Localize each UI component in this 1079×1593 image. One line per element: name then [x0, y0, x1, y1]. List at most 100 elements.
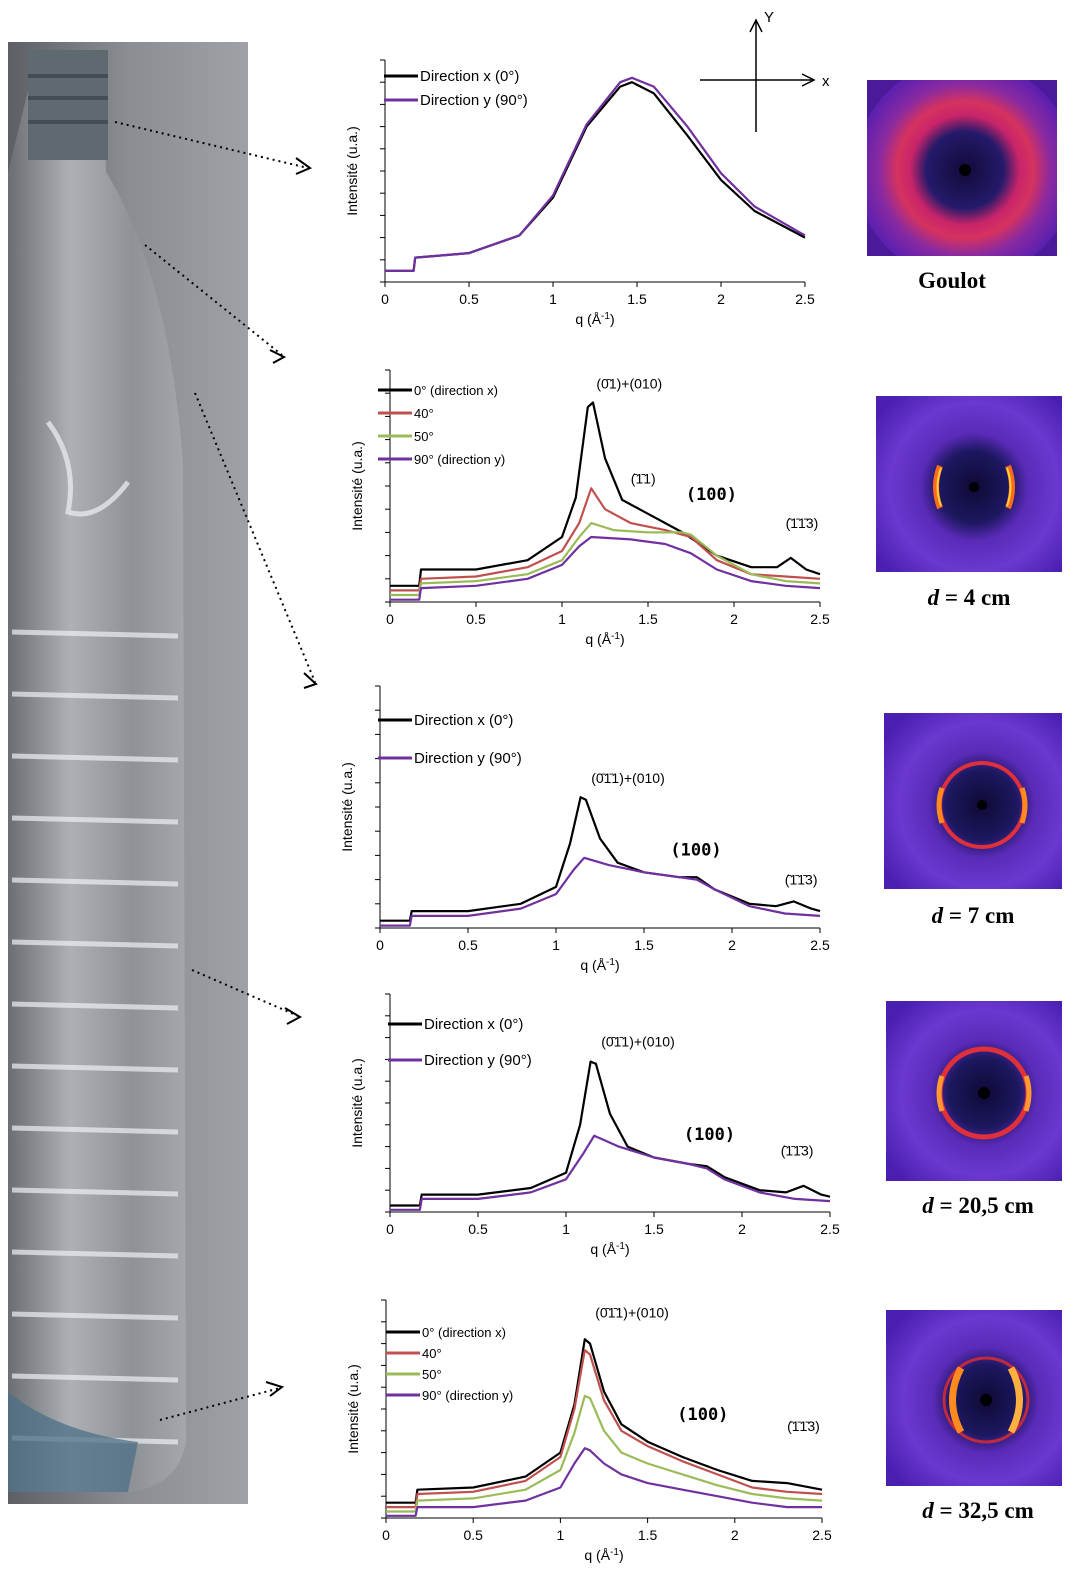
series-line-1 — [386, 1349, 823, 1509]
legend-label: Direction x (0°) — [414, 712, 513, 729]
bottle-rib — [11, 877, 179, 887]
x-axis-label: q (Å-1) — [584, 1547, 623, 1563]
series-line-3 — [390, 535, 821, 601]
x-tick-label: 1 — [558, 611, 566, 627]
y-axis-label: Intensité (u.a.) — [345, 1364, 361, 1454]
legend-label: 90° (direction y) — [422, 1388, 513, 1403]
peak-annotation: (100) — [677, 1405, 728, 1425]
x-tick-label: 0 — [382, 1527, 390, 1543]
legend-label: 90° (direction y) — [414, 452, 505, 467]
x-tick-label: 1.5 — [627, 291, 647, 307]
diffraction-pattern-d-7cm — [884, 713, 1062, 889]
chart-d-7cm: 0 0.5 1 1.5 2 2.5 q (Å-1) Intensité (u.a.) Direc… — [330, 680, 830, 990]
x-tick-label: 2 — [738, 1221, 746, 1237]
x-axis-label: q (Å-1) — [585, 631, 624, 647]
x-tick-label: 1.5 — [644, 1221, 664, 1237]
x-tick-label: 2.5 — [810, 611, 830, 627]
x-tick-label: 1.5 — [638, 611, 658, 627]
bottle-rib — [11, 939, 179, 949]
x-tick-label: 0.5 — [459, 291, 479, 307]
caption-goulot: Goulot — [918, 268, 986, 293]
peak-annotation: (100) — [684, 1125, 735, 1145]
x-tick-label: 1.5 — [634, 937, 654, 953]
bottle-rib — [11, 1063, 179, 1073]
series-line-0 — [390, 1060, 831, 1207]
x-tick-label: 1 — [549, 291, 557, 307]
legend-label: 50° — [422, 1367, 442, 1382]
legend-label: 40° — [422, 1346, 442, 1361]
x-tick-label: 0.5 — [463, 1527, 483, 1543]
peak-annotation: (̄1̄1̄3) — [786, 515, 819, 531]
chart-d-32-5cm: 0 0.5 1 1.5 2 2.5 q (Å-1) Intensité (u.a.) 0° (d… — [338, 1290, 832, 1590]
legend-label: 0° (direction x) — [414, 383, 498, 398]
peak-annotation: (̄1̄1) — [631, 471, 656, 487]
axis-x-label: x — [822, 73, 830, 90]
chart-svg: 0 0.5 1 1.5 2 2.5 q (Å-1) Intensité (u.a.) 0° (d… — [349, 369, 830, 647]
bottle-rib — [11, 691, 179, 701]
x-tick-label: 2.5 — [810, 937, 830, 953]
peak-annotation: (0̄1̄1)+(010) — [595, 1304, 669, 1320]
x-axis-label: q (Å-1) — [590, 1241, 629, 1257]
legend-label: Direction y (90°) — [420, 92, 528, 109]
series-line-1 — [390, 1134, 831, 1211]
diffraction-pattern-d-4cm — [876, 396, 1062, 572]
chart-svg: 0 0.5 1 1.5 2 2.5 q (Å-1) Intensité (u.a.) Direc… — [349, 993, 840, 1257]
x-tick-label: 2.5 — [812, 1527, 832, 1543]
bottle-rib — [11, 629, 179, 639]
peak-annotation: (̄1̄1̄3) — [781, 1142, 814, 1158]
legend-label: Direction x (0°) — [420, 68, 519, 85]
x-axis-label: q (Å-1) — [580, 957, 619, 973]
x-tick-label: 2 — [730, 611, 738, 627]
chart-svg: 0 0.5 1 1.5 2 2.5 q (Å-1) Intensité (u.a.) 0° (d… — [345, 1299, 832, 1563]
chart-d-4cm: 0 0.5 1 1.5 2 2.5 q (Å-1) Intensité (u.a.) 0° (d… — [340, 369, 830, 660]
x-tick-label: 0 — [376, 937, 384, 953]
y-axis-label: Intensité (u.a.) — [339, 762, 355, 852]
x-tick-label: 1 — [557, 1527, 565, 1543]
bottle-rib — [11, 1373, 179, 1383]
legend-label: Direction y (90°) — [414, 750, 522, 767]
caption-d-20-5cm: d = 20,5 cm — [922, 1193, 1034, 1218]
x-tick-label: 0.5 — [466, 611, 486, 627]
x-tick-label: 0.5 — [458, 937, 478, 953]
x-tick-label: 0 — [386, 1221, 394, 1237]
bottle-rib — [11, 1187, 179, 1197]
caption-d-7cm: d = 7 cm — [931, 903, 1015, 928]
series-line-1 — [390, 487, 821, 592]
x-tick-label: 2 — [728, 937, 736, 953]
axis-y-label: Y — [764, 10, 774, 26]
peak-annotation: (100) — [670, 840, 721, 860]
bottle-rib — [11, 1249, 179, 1259]
x-axis-label: q (Å-1) — [575, 311, 614, 327]
y-axis-label: Intensité (u.a.) — [344, 126, 360, 216]
legend-label: 40° — [414, 406, 434, 421]
bottle-cap-neck — [28, 50, 108, 160]
chart-svg: 0 0.5 1 1.5 2 2.5 q (Å-1) Intensité (u.a.) Direc… — [339, 685, 830, 973]
peak-annotation: (̄1̄1̄3) — [787, 1418, 820, 1434]
series-line-0 — [386, 1338, 823, 1504]
series-line-0 — [385, 81, 806, 272]
peak-annotation: (0̄1̄1)+(010) — [591, 770, 665, 786]
bottle-rib — [11, 1311, 179, 1321]
series-line-1 — [385, 76, 806, 272]
series-line-2 — [386, 1394, 823, 1513]
x-tick-label: 0.5 — [468, 1221, 488, 1237]
bottle-photo — [8, 42, 248, 1504]
diffraction-pattern-d-32-5cm — [886, 1310, 1062, 1486]
peak-annotation: (0̄1̄1)+(010) — [601, 1033, 675, 1049]
series-line-0 — [390, 401, 821, 587]
legend-label: Direction x (0°) — [424, 1016, 523, 1033]
legend-label: 0° (direction x) — [422, 1325, 506, 1340]
chart-svg: 0 0.5 1 1.5 2 2.5 q (Å-1) Intensité (u.a.) Direc… — [344, 59, 815, 327]
bottle-rib — [11, 1125, 179, 1135]
diffraction-pattern-d-20-5cm — [886, 1001, 1062, 1181]
x-tick-label: 2.5 — [820, 1221, 840, 1237]
bottle-rib — [11, 1001, 179, 1011]
series-line-3 — [386, 1447, 822, 1517]
diffraction-pattern-goulot — [867, 80, 1057, 256]
peak-annotation: (100) — [686, 485, 737, 505]
orientation-axes: x Y — [700, 10, 830, 132]
y-axis-label: Intensité (u.a.) — [349, 1058, 365, 1148]
chart-d-20-5cm: 0 0.5 1 1.5 2 2.5 q (Å-1) Intensité (u.a.) Direc… — [338, 990, 840, 1270]
series-line-2 — [390, 522, 821, 597]
peak-annotation: (̄1̄1̄3) — [785, 871, 818, 887]
